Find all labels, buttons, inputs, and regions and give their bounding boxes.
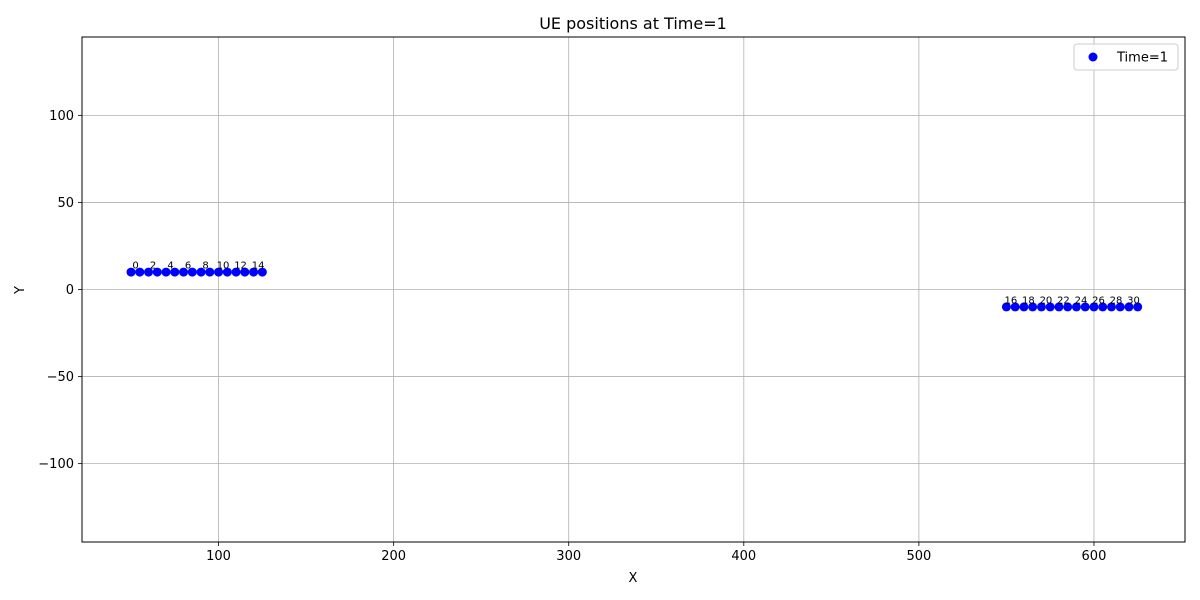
legend-box [1073, 43, 1179, 71]
ue-point [170, 267, 180, 277]
x-tick-label: 500 [906, 549, 931, 564]
ue-point [1115, 302, 1125, 312]
ue-point [1054, 302, 1064, 312]
grid-layer [82, 37, 1185, 542]
x-tick-label: 400 [731, 549, 756, 564]
ue-point [126, 267, 136, 277]
ue-point [1071, 302, 1081, 312]
x-axis-title: X [629, 571, 638, 586]
ue-point-label: 0 [132, 261, 138, 272]
y-tick-label: −50 [47, 370, 74, 385]
ue-point-label: 10 [217, 261, 230, 272]
legend-marker [1088, 52, 1098, 62]
y-tick-label: 100 [49, 109, 74, 124]
ue-point [1124, 302, 1134, 312]
points-layer [126, 267, 1143, 312]
ue-point [196, 267, 206, 277]
ue-point-label: 4 [167, 261, 173, 272]
y-tick-label: 0 [66, 283, 74, 298]
ue-point [1036, 302, 1046, 312]
y-tick-label: 50 [57, 196, 74, 211]
ue-point-label: 26 [1092, 295, 1105, 306]
ue-point [231, 267, 241, 277]
ue-point [1106, 302, 1116, 312]
x-tick-label: 600 [1082, 549, 1107, 564]
ue-point [144, 267, 154, 277]
ue-point [1045, 302, 1055, 312]
ue-point [257, 267, 267, 277]
x-tick-label: 200 [381, 549, 406, 564]
ue-point-label: 6 [185, 261, 191, 272]
ue-point-label: 16 [1005, 295, 1018, 306]
ue-point [1133, 302, 1143, 312]
ue-point [187, 267, 197, 277]
ue-point [1019, 302, 1029, 312]
ue-point [205, 267, 215, 277]
ue-point [249, 267, 259, 277]
legend: Time=1 [1073, 43, 1179, 71]
ue-point [1089, 302, 1099, 312]
chart-title: UE positions at Time=1 [539, 14, 727, 33]
ue-point-label: 18 [1022, 295, 1035, 306]
ue-point [135, 267, 145, 277]
x-ticks: 100 200 300 400 500 600 [206, 542, 1106, 564]
ue-point-label: 28 [1110, 295, 1123, 306]
ue-point [1098, 302, 1108, 312]
ue-point-label: 24 [1075, 295, 1088, 306]
legend-label: Time=1 [1116, 51, 1168, 66]
x-tick-label: 300 [556, 549, 581, 564]
ue-point [1001, 302, 1011, 312]
ue-point [1080, 302, 1090, 312]
ue-point-label: 12 [234, 261, 247, 272]
ue-point-label: 30 [1127, 295, 1140, 306]
x-tick-label: 100 [206, 549, 231, 564]
ue-point-label: 2 [150, 261, 156, 272]
y-axis-title: Y [13, 286, 28, 295]
ue-point [161, 267, 171, 277]
y-ticks: −100 −50 0 50 100 [38, 109, 82, 472]
ue-point [1028, 302, 1038, 312]
ue-point [214, 267, 224, 277]
ue-point-label: 14 [252, 261, 265, 272]
ue-point-label: 8 [202, 261, 208, 272]
ue-point-label: 22 [1057, 295, 1070, 306]
ue-point [179, 267, 189, 277]
ue-point [240, 267, 250, 277]
ue-point-label: 20 [1040, 295, 1053, 306]
ue-point [1010, 302, 1020, 312]
ue-point [1063, 302, 1073, 312]
ue-point [222, 267, 232, 277]
ue-point [152, 267, 162, 277]
y-tick-label: −100 [38, 457, 74, 472]
